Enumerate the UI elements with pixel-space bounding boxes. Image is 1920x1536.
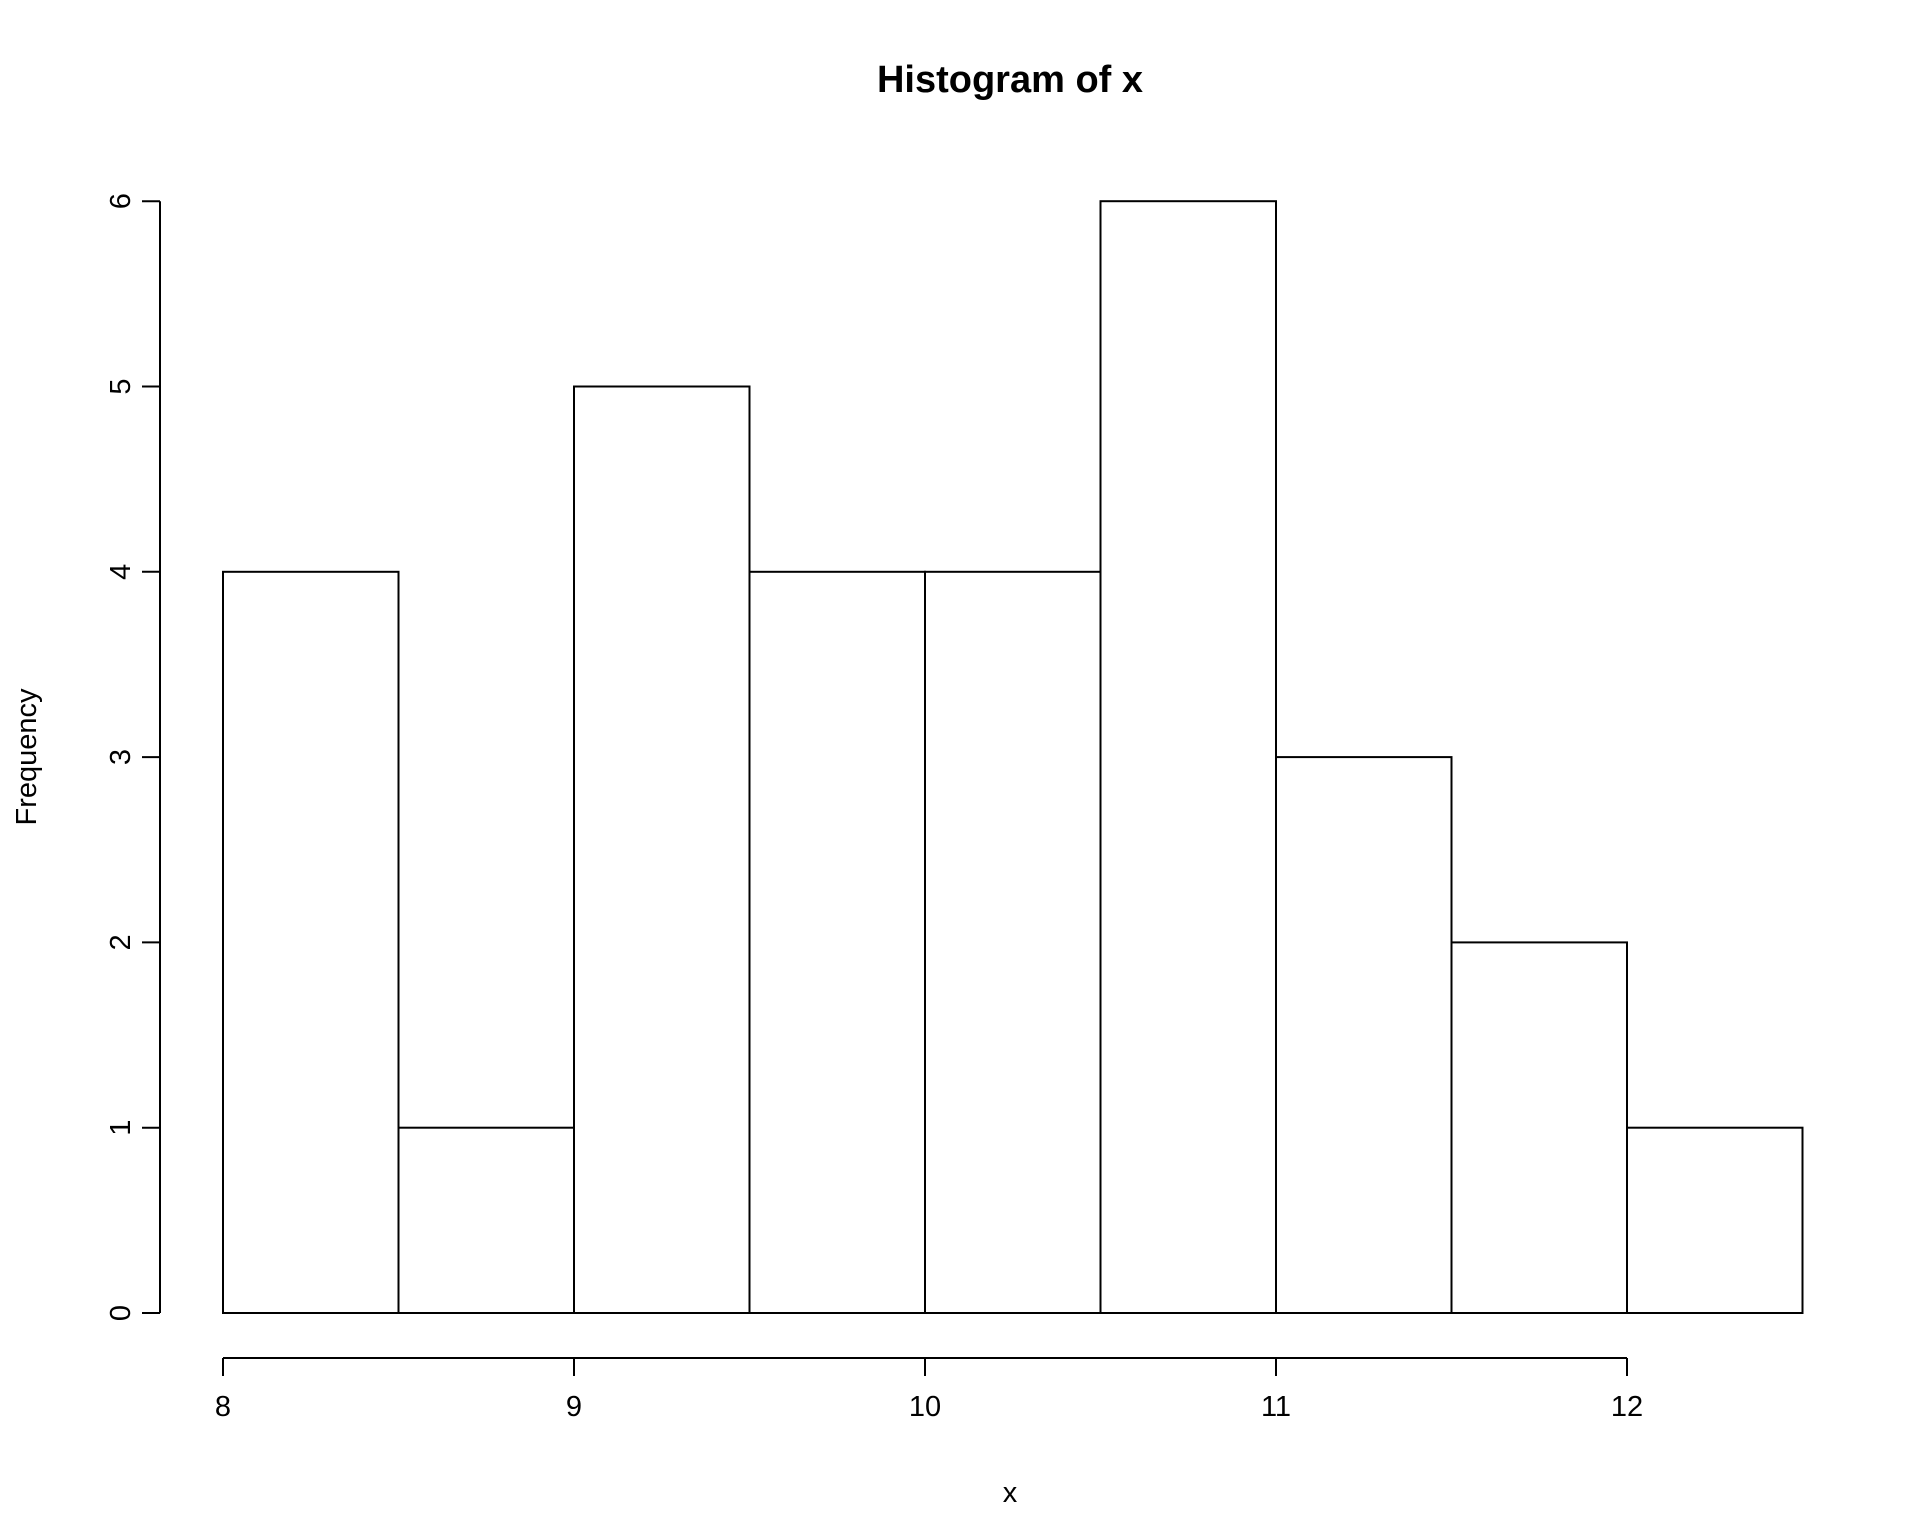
histogram-bar-9 <box>1626 1126 1804 1314</box>
x-axis-label: x <box>1003 1477 1018 1509</box>
x-tick-label-12: 12 <box>1611 1391 1643 1423</box>
x-tick-label-8: 8 <box>215 1391 231 1423</box>
histogram-bar-1 <box>222 570 400 1314</box>
histogram-bar-6 <box>1099 200 1277 1315</box>
histogram-bar-8 <box>1450 941 1628 1315</box>
y-tick-label-1: 1 <box>105 1120 137 1136</box>
y-axis-label: Frequency <box>11 688 43 826</box>
x-tick-label-9: 9 <box>566 1391 582 1423</box>
y-tick-label-0: 0 <box>105 1305 137 1321</box>
x-tick-label-10: 10 <box>909 1391 941 1423</box>
y-tick-label-3: 3 <box>105 749 137 765</box>
histogram-bars <box>222 200 1804 1315</box>
histogram-bar-3 <box>573 385 751 1314</box>
y-tick-label-5: 5 <box>105 378 137 394</box>
histogram-bar-4 <box>748 570 926 1314</box>
histogram-bar-2 <box>397 1126 575 1314</box>
histogram-bar-7 <box>1275 756 1453 1314</box>
y-tick-label-6: 6 <box>105 193 137 209</box>
y-axis: 0 1 2 3 4 5 6 <box>105 193 161 1321</box>
y-tick-label-2: 2 <box>105 934 137 950</box>
y-tick-label-4: 4 <box>105 564 137 580</box>
chart-title: Histogram of x <box>877 59 1143 101</box>
histogram-bar-5 <box>924 570 1102 1314</box>
x-tick-label-11: 11 <box>1261 1391 1291 1423</box>
x-axis: 8 9 10 11 12 <box>215 1357 1643 1423</box>
